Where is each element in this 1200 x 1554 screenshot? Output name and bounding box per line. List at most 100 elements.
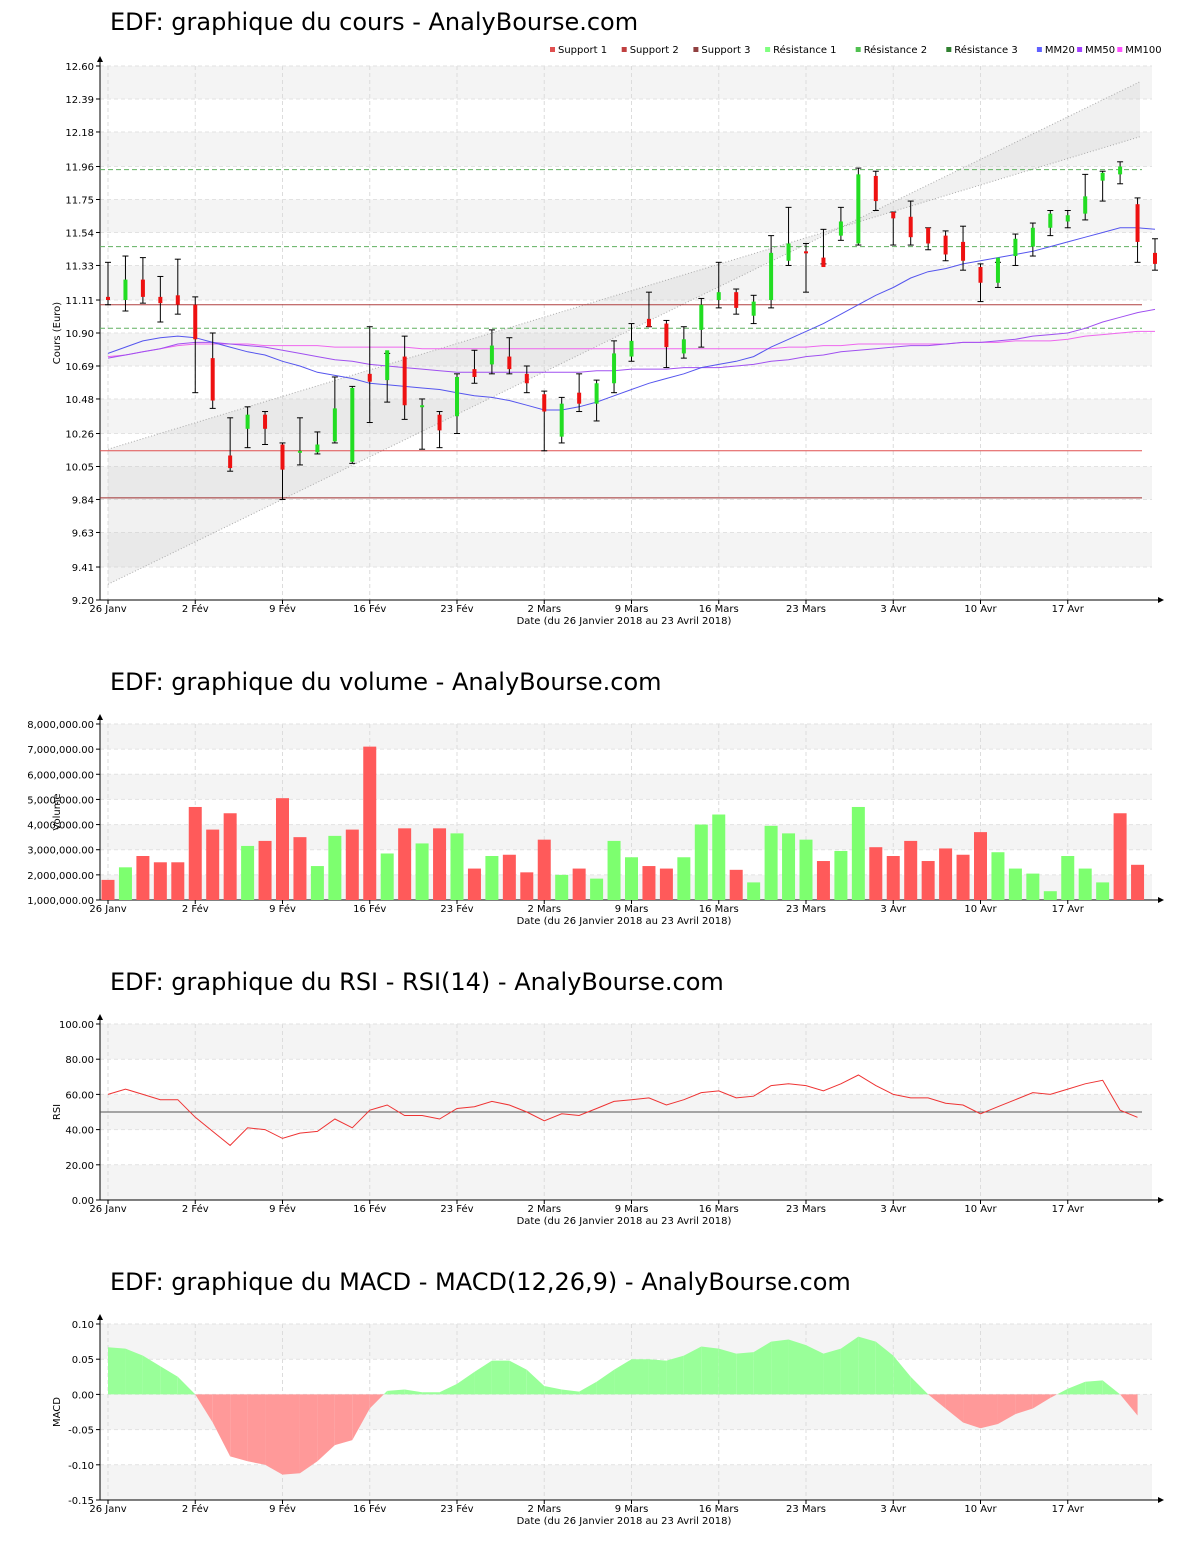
x-tick-label: 23 Mars bbox=[786, 904, 826, 915]
candle-body bbox=[1135, 204, 1140, 242]
volume-bar bbox=[380, 853, 394, 900]
volume-bar bbox=[974, 832, 987, 900]
volume-bar bbox=[153, 862, 167, 900]
legend-label: Support 1 bbox=[558, 45, 607, 56]
y-tick-label: 40.00 bbox=[65, 1126, 94, 1137]
volume-bar bbox=[1061, 856, 1075, 900]
y-axis-arrow bbox=[97, 714, 103, 720]
legend-swatch bbox=[1036, 47, 1042, 52]
macd-positive-area bbox=[910, 1376, 929, 1395]
macd-positive-area bbox=[823, 1348, 841, 1395]
volume-bar bbox=[363, 746, 377, 900]
volume-bar bbox=[188, 806, 202, 900]
macd-positive-area bbox=[544, 1385, 562, 1395]
legend-label: Support 2 bbox=[630, 45, 679, 56]
candle-body bbox=[524, 373, 529, 384]
plot-band bbox=[100, 333, 1152, 366]
y-tick-label: 10.26 bbox=[65, 430, 94, 441]
candle-body bbox=[210, 358, 215, 401]
x-tick-label: 9 Fév bbox=[269, 1203, 296, 1215]
x-tick-label: 16 Mars bbox=[699, 1504, 739, 1515]
macd-positive-area bbox=[561, 1389, 580, 1395]
x-axis-label: Date (du 26 Janvier 2018 au 23 Avril 201… bbox=[517, 616, 732, 627]
x-tick-label: 9 Mars bbox=[615, 1204, 649, 1215]
volume-bar bbox=[799, 839, 813, 900]
x-tick-label: 23 Mars bbox=[786, 1204, 826, 1215]
macd-negative-area bbox=[282, 1394, 300, 1475]
y-tick-label: 80.00 bbox=[65, 1055, 94, 1066]
y-tick-label: 6,000,000.00 bbox=[27, 770, 94, 781]
macd-negative-area bbox=[195, 1394, 213, 1423]
macd-positive-area bbox=[840, 1336, 859, 1395]
legend-swatch bbox=[1117, 47, 1123, 52]
x-tick-label: 26 Janv bbox=[89, 1504, 126, 1515]
macd-positive-area bbox=[614, 1359, 632, 1395]
macd-negative-area bbox=[212, 1394, 231, 1457]
macd-positive-area bbox=[439, 1383, 457, 1395]
candle-body bbox=[280, 444, 285, 470]
x-tick-label: 2 Fév bbox=[182, 1203, 209, 1215]
macd-negative-area bbox=[299, 1394, 318, 1474]
x-tick-label: 10 Avr bbox=[964, 904, 997, 915]
volume-bar bbox=[1113, 813, 1127, 900]
macd-negative-area bbox=[1015, 1394, 1033, 1415]
candle-body bbox=[1153, 252, 1157, 264]
volume-bar bbox=[939, 848, 953, 900]
candle-body bbox=[751, 301, 756, 316]
legend-label: Résistance 3 bbox=[954, 44, 1017, 56]
x-tick-label: 16 Mars bbox=[699, 1204, 739, 1215]
volume-bar bbox=[415, 843, 429, 900]
y-tick-label: 11.33 bbox=[65, 261, 94, 272]
y-tick-label: 8,000,000.00 bbox=[27, 720, 94, 731]
volume-chart-panel: EDF: graphique du volume - AnalyBourse.c… bbox=[0, 660, 1200, 940]
macd-positive-area bbox=[1057, 1388, 1068, 1395]
macd-positive-area bbox=[177, 1376, 196, 1395]
macd-positive-area bbox=[404, 1389, 423, 1395]
macd-positive-area bbox=[806, 1345, 824, 1395]
volume-bar bbox=[1043, 891, 1057, 900]
volume-bar bbox=[1078, 868, 1092, 900]
volume-bar bbox=[694, 824, 708, 900]
x-tick-label: 3 Avr bbox=[880, 1204, 907, 1215]
candle-body bbox=[716, 292, 721, 301]
legend-swatch bbox=[550, 47, 555, 52]
candle-body bbox=[507, 356, 512, 370]
volume-bar bbox=[467, 868, 481, 900]
x-axis-arrow bbox=[1158, 1497, 1164, 1503]
macd-positive-area bbox=[771, 1339, 789, 1395]
x-tick-label: 26 Janv bbox=[89, 904, 126, 915]
candle-body bbox=[1048, 213, 1053, 228]
x-axis-label: Date (du 26 Janvier 2018 au 23 Avril 201… bbox=[517, 916, 732, 927]
plot-band bbox=[100, 774, 1152, 800]
macd-negative-area bbox=[265, 1394, 283, 1475]
plot-band bbox=[100, 1164, 1152, 1200]
volume-bar bbox=[328, 835, 342, 900]
macd-positive-area bbox=[753, 1341, 772, 1395]
volume-bar bbox=[886, 856, 900, 900]
x-tick-label: 10 Avr bbox=[964, 1204, 997, 1215]
macd-positive-area bbox=[383, 1390, 388, 1395]
y-tick-label: 1,000,000.00 bbox=[27, 896, 94, 907]
candle-body bbox=[629, 340, 634, 357]
candle-body bbox=[123, 279, 128, 301]
candle-body bbox=[804, 251, 808, 254]
x-tick-label: 16 Fév bbox=[353, 1203, 386, 1215]
candle-body bbox=[263, 414, 268, 429]
x-tick-label: 17 Avr bbox=[1052, 904, 1085, 915]
volume-bar bbox=[625, 857, 638, 900]
volume-bar bbox=[555, 874, 569, 900]
candle-body bbox=[367, 373, 372, 382]
volume-bar bbox=[712, 814, 726, 900]
legend-swatch bbox=[765, 47, 771, 52]
macd-negative-area bbox=[980, 1394, 998, 1429]
macd-positive-area bbox=[648, 1359, 667, 1395]
y-tick-label: 10.48 bbox=[65, 395, 94, 406]
macd-negative-area bbox=[247, 1394, 266, 1465]
x-tick-label: 26 Janv bbox=[89, 604, 126, 615]
x-tick-label: 17 Avr bbox=[1052, 604, 1085, 615]
candle-body bbox=[315, 444, 320, 453]
volume-bar bbox=[590, 878, 604, 900]
volume-bar bbox=[851, 806, 865, 900]
macd-negative-area bbox=[1050, 1394, 1058, 1398]
